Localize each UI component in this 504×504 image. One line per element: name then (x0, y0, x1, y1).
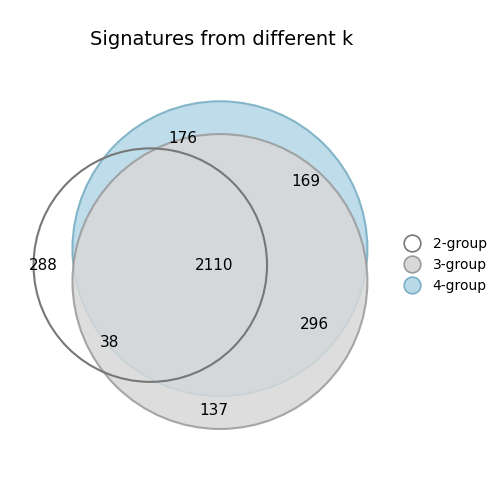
Text: 176: 176 (168, 131, 198, 146)
Text: 288: 288 (29, 258, 58, 273)
Text: 2110: 2110 (195, 258, 233, 273)
Text: 169: 169 (291, 174, 321, 188)
Legend: 2-group, 3-group, 4-group: 2-group, 3-group, 4-group (392, 232, 492, 299)
Title: Signatures from different k: Signatures from different k (90, 30, 354, 49)
Circle shape (73, 101, 367, 396)
Text: 296: 296 (299, 317, 329, 332)
Text: 137: 137 (199, 403, 228, 418)
Circle shape (73, 134, 367, 429)
Text: 38: 38 (100, 336, 119, 350)
